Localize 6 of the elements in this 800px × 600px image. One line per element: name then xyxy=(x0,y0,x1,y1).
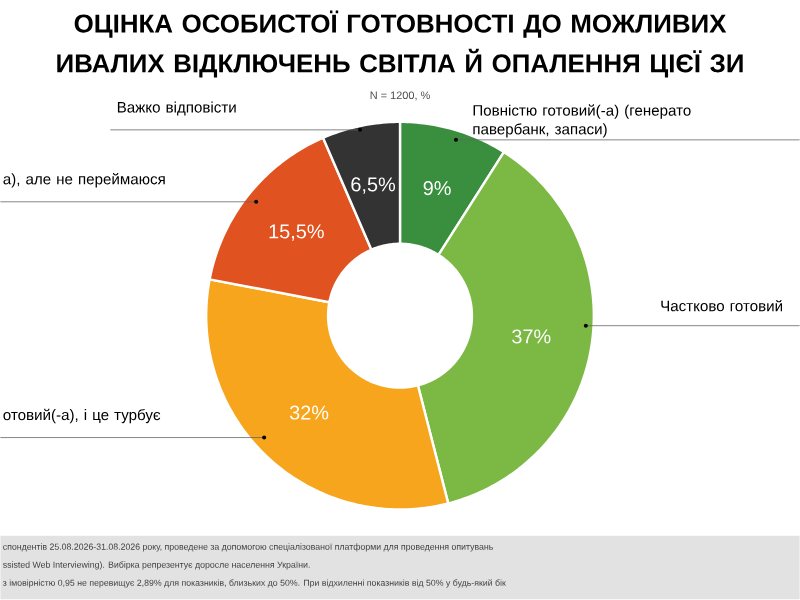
data-label: 9% xyxy=(423,181,451,196)
data-label: 37% xyxy=(512,329,551,344)
data-label: 6,5% xyxy=(351,177,396,195)
data-label: 15,5% xyxy=(269,224,324,242)
chart-title: ОЦІНКА ОСОБИСТОЇ ГОТОВНОСТІ ДО МОЖЛИВИХ ИВАЛИХ ВІДКЛЮЧЕНЬ СВІТЛА Й ОПАЛЕННЯ ЦІЄЇ ЗИ xyxy=(57,10,743,78)
data-label: 32% xyxy=(289,405,329,420)
